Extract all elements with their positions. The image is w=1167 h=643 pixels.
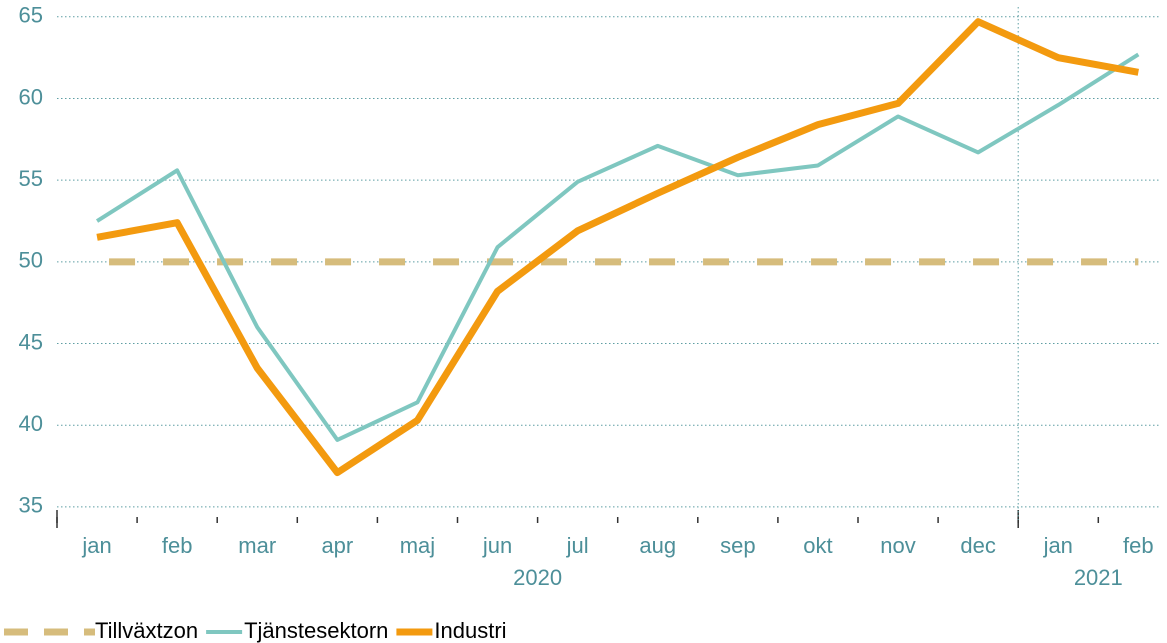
series-line: [95, 52, 1140, 442]
x-tick-label: jan: [1043, 533, 1073, 558]
x-tick-label: sep: [720, 533, 755, 558]
x-tick-label: apr: [321, 533, 353, 558]
legend-label: Tjänstesektorn: [244, 618, 388, 643]
y-tick-label: 60: [19, 84, 43, 109]
x-tick-label: nov: [880, 533, 915, 558]
y-tick-label: 50: [19, 248, 43, 273]
x-group-label: 2021: [1074, 565, 1123, 590]
x-tick-label: jul: [566, 533, 589, 558]
y-tick-label: 40: [19, 411, 43, 436]
x-tick-label: feb: [162, 533, 193, 558]
legend-label: Industri: [434, 618, 506, 643]
y-tick-label: 65: [19, 3, 43, 28]
x-tick-label: mar: [238, 533, 276, 558]
x-group-label: 2020: [513, 565, 562, 590]
y-tick-label: 45: [19, 329, 43, 354]
y-tick-label: 35: [19, 493, 43, 518]
x-tick-label: jun: [482, 533, 512, 558]
series-line: [96, 18, 1139, 477]
legend-label: Tillväxtzon: [95, 618, 198, 643]
x-tick-label: okt: [803, 533, 832, 558]
x-tick-label: aug: [639, 533, 676, 558]
x-tick-label: feb: [1123, 533, 1154, 558]
x-tick-label: dec: [960, 533, 995, 558]
x-tick-label: jan: [81, 533, 111, 558]
y-tick-label: 55: [19, 166, 43, 191]
x-tick-label: maj: [400, 533, 435, 558]
